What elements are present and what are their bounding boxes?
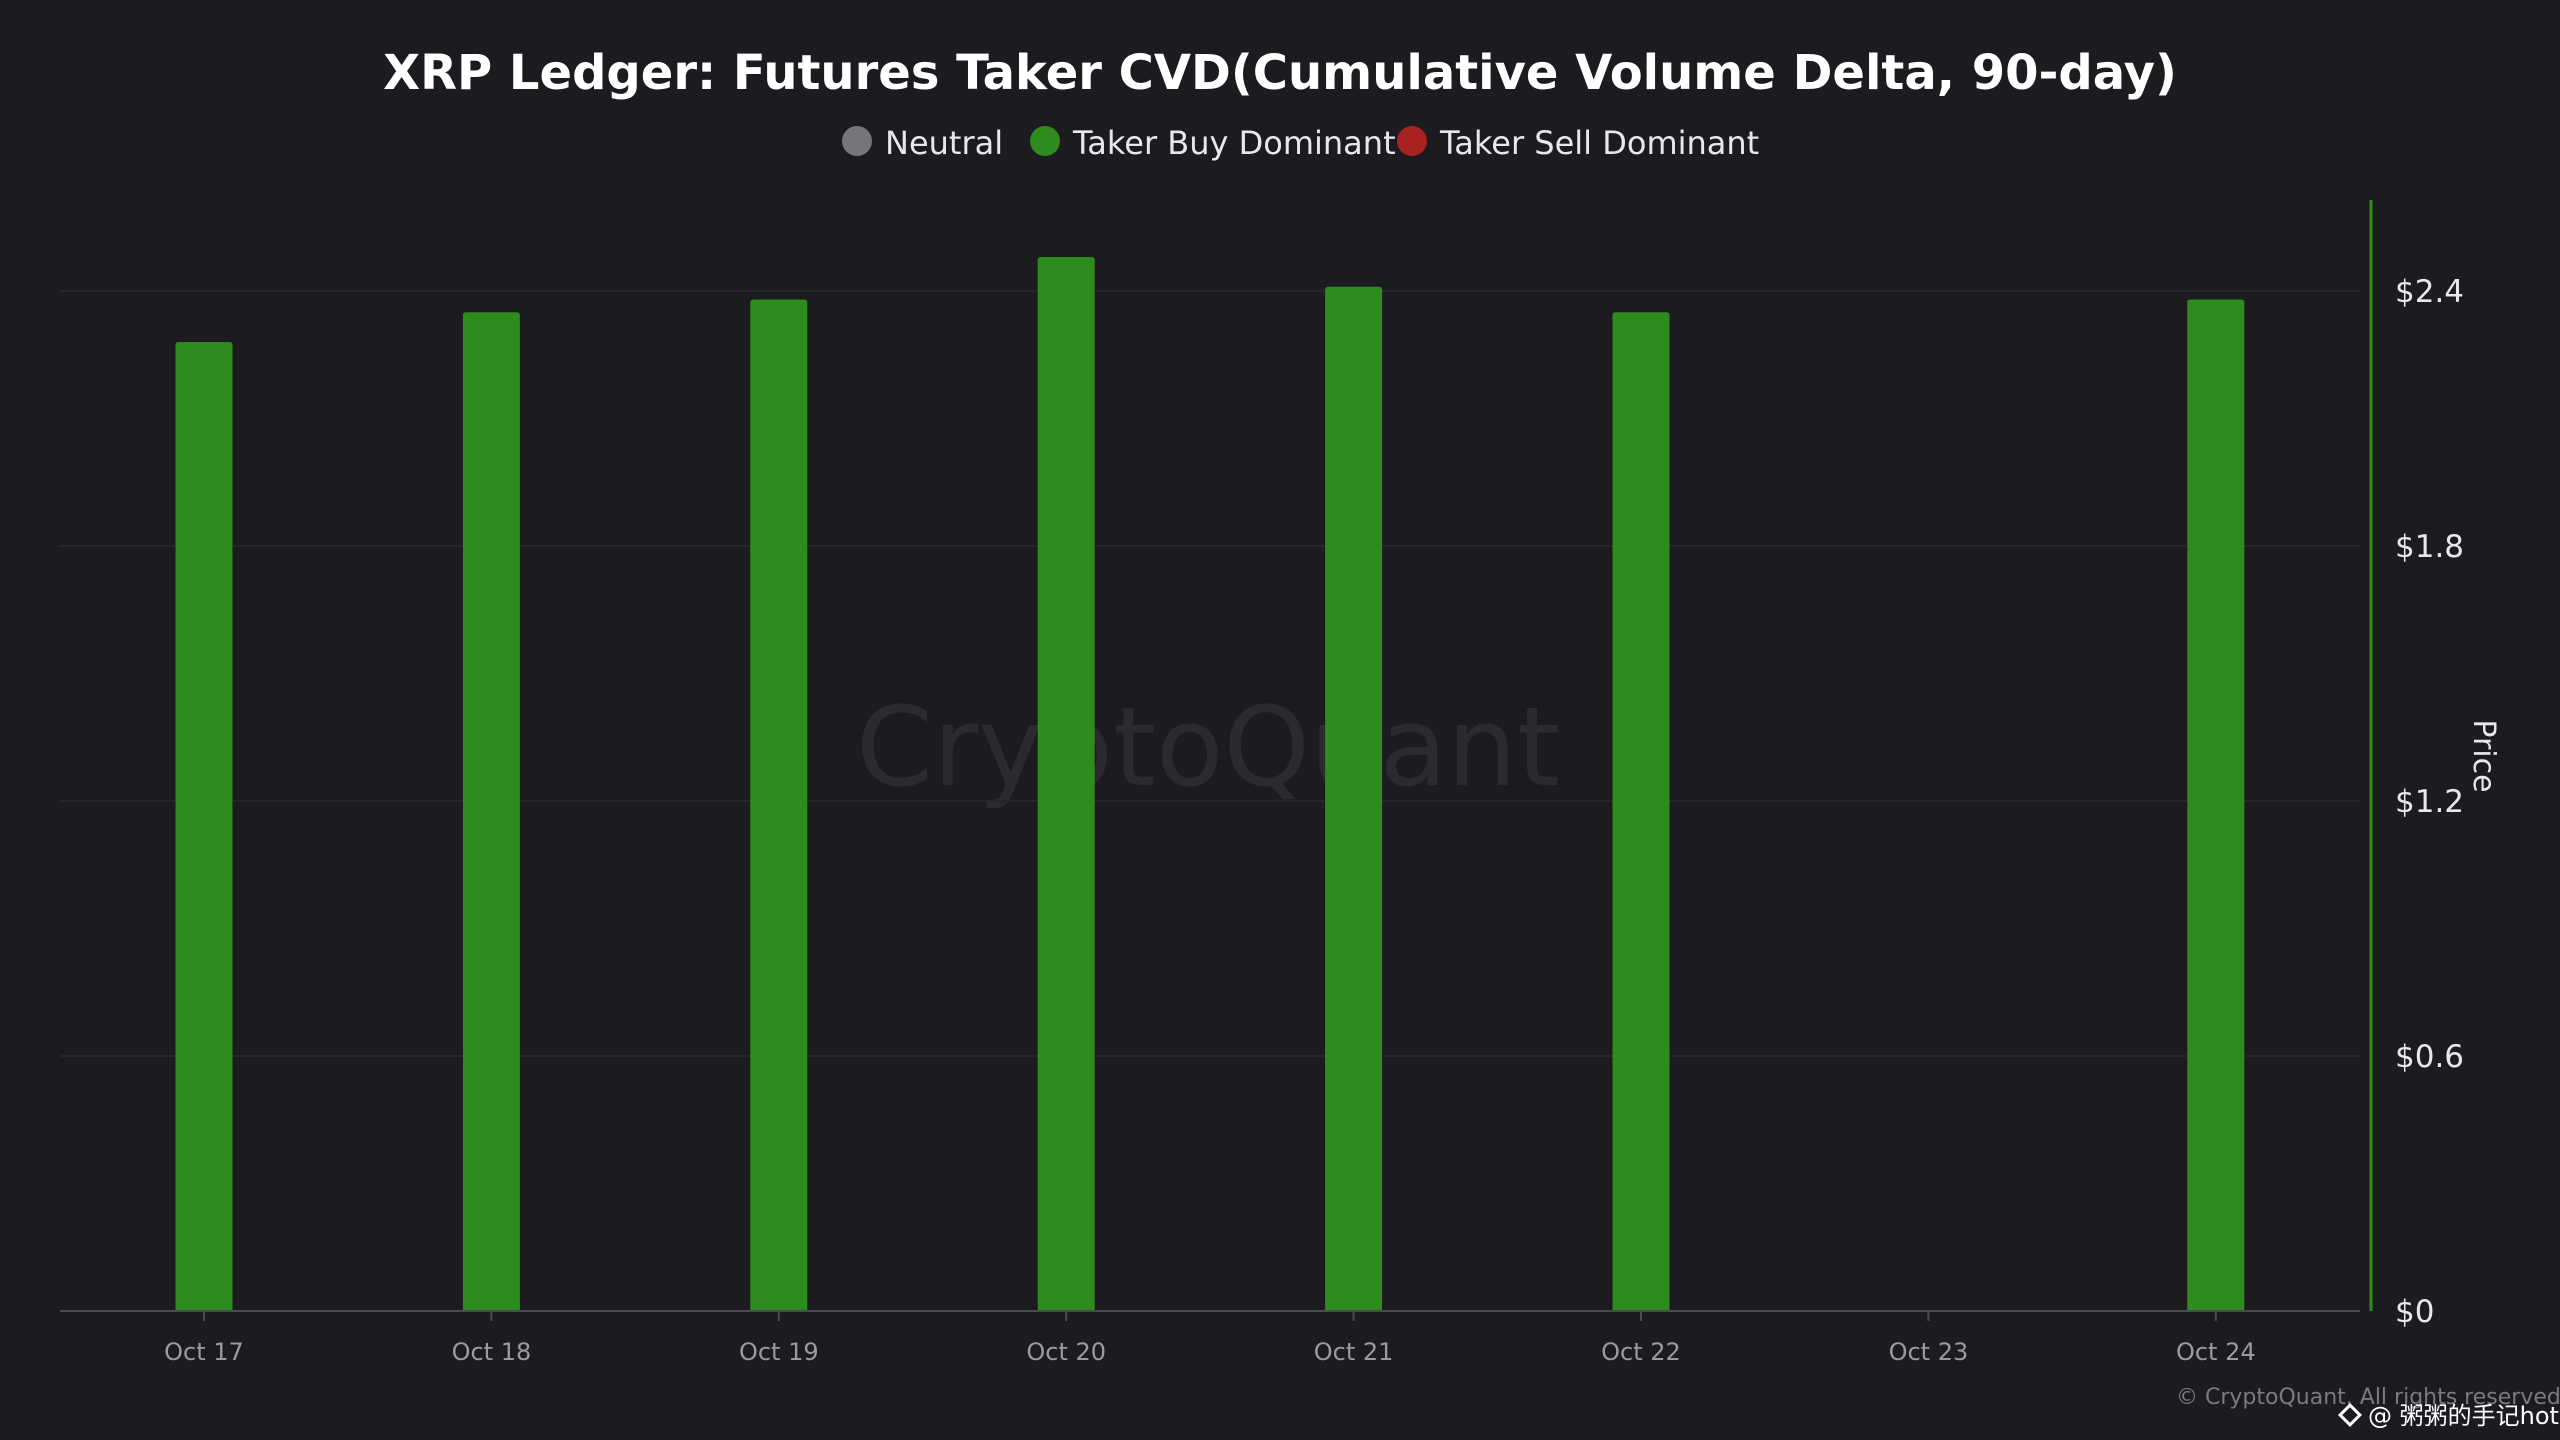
gridlines	[60, 290, 2360, 1057]
bar-oct-21[interactable]	[1325, 286, 1383, 1311]
bar-oct-19[interactable]	[750, 299, 808, 1312]
y-tick-label: $2.4	[2395, 274, 2464, 310]
legend-label-2[interactable]: Taker Sell Dominant	[1439, 124, 1759, 162]
y-tick-label: $0	[2395, 1294, 2434, 1330]
chart-title: XRP Ledger: Futures Taker CVD(Cumulative…	[383, 45, 2177, 101]
x-tick-label: Oct 20	[1026, 1338, 1106, 1366]
bars	[175, 257, 2245, 1312]
legend-marker-2[interactable]	[1397, 126, 1427, 156]
y-tick-label: $1.8	[2395, 529, 2464, 565]
x-axis-ticks: Oct 17 Oct 18 Oct 19 Oct 20 Oct 21 Oct 22 Oct …	[164, 1311, 2256, 1366]
overlay-watermark: @ 粥粥的手记hot	[2368, 1402, 2559, 1430]
bar-oct-17[interactable]	[175, 342, 233, 1311]
x-tick-label: Oct 17	[164, 1338, 244, 1366]
bar-oct-24[interactable]	[2187, 299, 2245, 1312]
copyright-text: © CryptoQuant. All rights reserved	[2176, 1385, 2560, 1410]
binance-logo-icon	[2337, 1402, 2363, 1428]
y-axis-ticks: $0 $0.6 $1.2 $1.8 $2.4	[2395, 274, 2464, 1330]
x-tick-label: Oct 19	[739, 1338, 819, 1366]
legend: Neutral Taker Buy Dominant Taker Sell Domi…	[842, 124, 1759, 162]
y-axis-label: Price	[2466, 719, 2501, 792]
x-tick-label: Oct 18	[452, 1338, 532, 1366]
legend-label-1[interactable]: Taker Buy Dominant	[1072, 124, 1396, 162]
legend-label-0[interactable]: Neutral	[885, 124, 1003, 162]
x-tick-label: Oct 21	[1314, 1338, 1394, 1366]
bar-oct-18[interactable]	[462, 312, 520, 1311]
y-tick-label: $1.2	[2395, 784, 2464, 820]
y-tick-label: $0.6	[2395, 1039, 2464, 1075]
background-watermark: CryptoQuant	[856, 683, 1560, 811]
legend-marker-0[interactable]	[842, 126, 872, 156]
legend-marker-1[interactable]	[1030, 126, 1060, 156]
bar-oct-20[interactable]	[1037, 257, 1095, 1311]
x-tick-label: Oct 22	[1601, 1338, 1681, 1366]
x-tick-label: Oct 23	[1889, 1338, 1969, 1366]
bar-oct-22[interactable]	[1612, 312, 1670, 1311]
x-tick-label: Oct 24	[2176, 1338, 2256, 1366]
